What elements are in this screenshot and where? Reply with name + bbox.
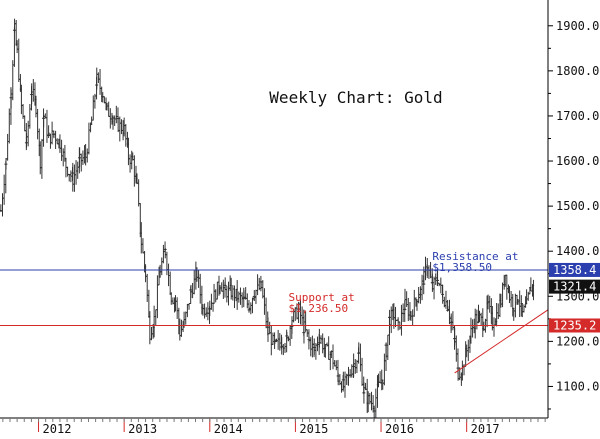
y-tick-label: 1100.0: [556, 379, 599, 393]
annotation-0-line: $1,358.50: [432, 261, 492, 274]
y-tick-label: 1600.0: [556, 154, 599, 168]
price-axis: 1100.01200.01300.01400.01500.01600.01700…: [547, 0, 599, 418]
annotations: Resistance at$1,358.50 Support at$1,236.5…: [289, 250, 519, 315]
x-tick-label: 2017: [471, 422, 500, 436]
last-price-tag-bg: [549, 279, 600, 294]
support-tag-text: 1235.2: [553, 318, 596, 332]
x-tick-label: 2016: [385, 422, 414, 436]
price-bars: [0, 18, 535, 421]
price-tags: 1358.4 1321.4 1235.2: [549, 262, 600, 333]
y-tick-label: 1500.0: [556, 199, 599, 213]
y-tick-label: 1800.0: [556, 64, 599, 78]
annotation-1-line: $1,236.50: [289, 302, 349, 315]
support-tag-bg: [549, 318, 600, 333]
resistance-tag-text: 1358.4: [553, 263, 596, 277]
y-tick-label: 1900.0: [556, 19, 599, 33]
last-price-tag-text: 1321.4: [553, 280, 596, 294]
x-tick-label: 2015: [299, 422, 328, 436]
trendline-group: [454, 309, 549, 374]
annotation-0-line: Resistance at: [432, 250, 518, 263]
y-tick-label: 1700.0: [556, 109, 599, 123]
reference-lines: [0, 269, 548, 326]
x-tick-label: 2013: [128, 422, 157, 436]
chart-title: Weekly Chart: Gold: [269, 88, 442, 107]
time-axis: 2012 2013 2014 2015 2016 2017: [0, 417, 548, 436]
y-tick-label: 1200.0: [556, 334, 599, 348]
annotation-1-line: Support at: [289, 291, 355, 304]
resistance-tag-bg: [549, 262, 600, 277]
x-tick-label: 2014: [214, 422, 243, 436]
x-tick-label: 2012: [43, 422, 72, 436]
trendline: [454, 309, 549, 374]
y-tick-label: 1400.0: [556, 244, 599, 258]
